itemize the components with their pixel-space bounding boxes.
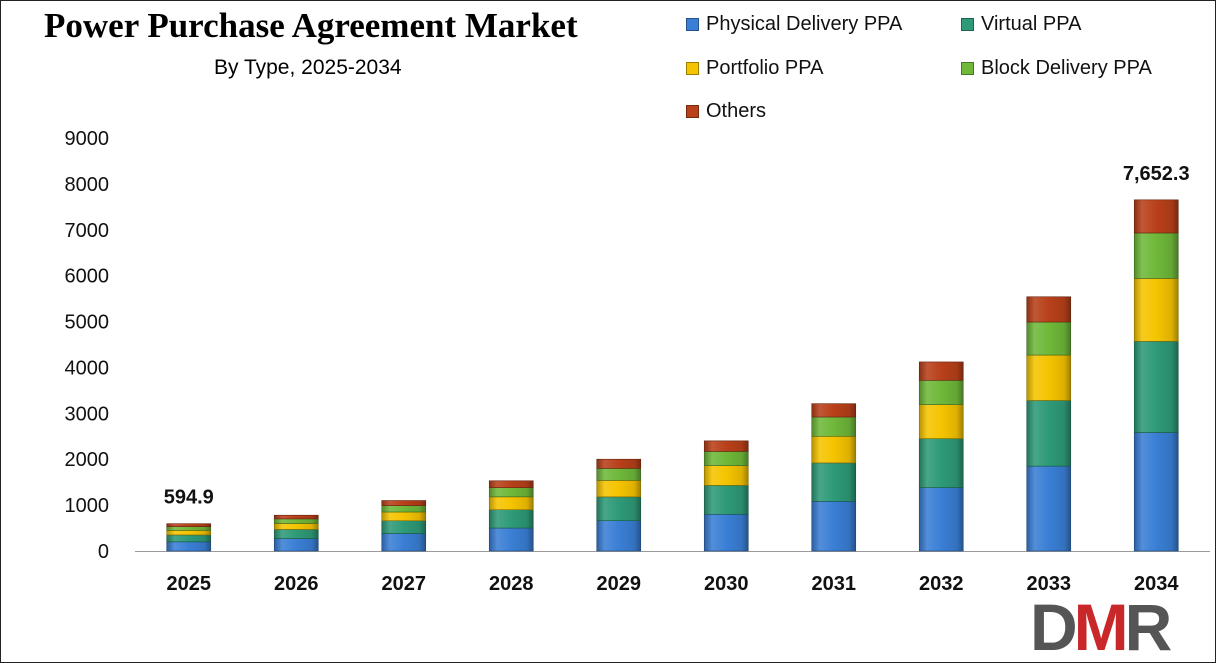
data-label-2025: 594.9 <box>164 487 214 509</box>
bar-segment-portfolio-ppa-2032 <box>918 404 964 439</box>
legend-label-virtual-ppa: Virtual PPA <box>981 13 1082 35</box>
legend-swatch-physical-delivery-ppa <box>686 18 699 31</box>
dmr-logo: DMR <box>1030 594 1176 656</box>
y-tick-label: 0 <box>98 541 109 563</box>
bar-segment-block-delivery-ppa-2034 <box>1133 232 1179 279</box>
bar-segment-portfolio-ppa-2025 <box>166 530 212 536</box>
bar-segment-others-2033 <box>1026 296 1072 323</box>
legend-label-block-delivery-ppa: Block Delivery PPA <box>981 57 1152 79</box>
bar-segment-others-2027 <box>381 500 427 506</box>
x-tick-label-2027: 2027 <box>382 573 427 595</box>
bar-segment-physical-delivery-ppa-2028 <box>488 527 534 552</box>
y-tick-label: 2000 <box>65 449 110 471</box>
bar-segment-others-2032 <box>918 361 964 381</box>
chart-subtitle: By Type, 2025-2034 <box>214 56 402 79</box>
dmr-logo-text: DMR <box>1030 594 1172 656</box>
y-tick-label: 9000 <box>65 128 110 150</box>
bar-segment-physical-delivery-ppa-2026 <box>273 538 319 552</box>
bar-segment-virtual-ppa-2027 <box>381 520 427 534</box>
bar-segment-others-2029 <box>596 458 642 469</box>
bar-segment-block-delivery-ppa-2026 <box>273 518 319 524</box>
bar-segment-virtual-ppa-2026 <box>273 529 319 539</box>
bar-segment-virtual-ppa-2025 <box>166 534 212 543</box>
bar-segment-portfolio-ppa-2033 <box>1026 354 1072 401</box>
bar-segment-virtual-ppa-2029 <box>596 496 642 522</box>
legend-label-physical-delivery-ppa: Physical Delivery PPA <box>706 13 903 35</box>
bar-segment-block-delivery-ppa-2027 <box>381 505 427 513</box>
bar-segment-physical-delivery-ppa-2032 <box>918 487 964 552</box>
bar-segment-others-2031 <box>811 403 857 418</box>
legend-swatch-portfolio-ppa <box>686 62 699 75</box>
bar-segment-virtual-ppa-2034 <box>1133 340 1179 433</box>
bar-segment-physical-delivery-ppa-2027 <box>381 533 427 552</box>
legend-swatch-virtual-ppa <box>961 18 974 31</box>
bar-segment-block-delivery-ppa-2028 <box>488 487 534 498</box>
chart-title: Power Purchase Agreement Market <box>44 6 578 45</box>
x-tick-label-2025: 2025 <box>167 573 212 595</box>
x-tick-label-2033: 2033 <box>1027 573 1072 595</box>
bar-segment-physical-delivery-ppa-2034 <box>1133 432 1179 552</box>
y-tick-label: 6000 <box>65 266 110 288</box>
legend-swatch-block-delivery-ppa <box>961 62 974 75</box>
data-label-2034: 7,652.3 <box>1123 163 1190 185</box>
x-tick-label-2031: 2031 <box>812 573 857 595</box>
bar-segment-physical-delivery-ppa-2029 <box>596 520 642 552</box>
bar-segment-block-delivery-ppa-2025 <box>166 526 212 531</box>
bar-segment-block-delivery-ppa-2030 <box>703 451 749 466</box>
bar-segment-others-2026 <box>273 514 319 520</box>
bar-segment-portfolio-ppa-2029 <box>596 480 642 498</box>
bar-segment-others-2028 <box>488 480 534 488</box>
bar-segment-virtual-ppa-2032 <box>918 438 964 488</box>
bar-segment-block-delivery-ppa-2033 <box>1026 321 1072 356</box>
legend-item-portfolio-ppa: Portfolio PPA <box>686 57 823 80</box>
bar-segment-virtual-ppa-2028 <box>488 509 534 529</box>
bar-segment-physical-delivery-ppa-2025 <box>166 541 212 552</box>
legend-item-block-delivery-ppa: Block Delivery PPA <box>961 57 1152 80</box>
y-tick-label: 7000 <box>65 220 110 242</box>
legend-item-virtual-ppa: Virtual PPA <box>961 13 1081 36</box>
bar-segment-physical-delivery-ppa-2033 <box>1026 465 1072 552</box>
legend-item-others: Others <box>686 100 766 123</box>
x-tick-label-2030: 2030 <box>704 573 749 595</box>
x-tick-label-2026: 2026 <box>274 573 319 595</box>
bar-segment-virtual-ppa-2030 <box>703 485 749 515</box>
bar-segment-portfolio-ppa-2034 <box>1133 278 1179 342</box>
bar-segment-block-delivery-ppa-2029 <box>596 468 642 481</box>
bar-segment-portfolio-ppa-2026 <box>273 523 319 530</box>
x-tick-label-2032: 2032 <box>919 573 964 595</box>
bar-segment-physical-delivery-ppa-2030 <box>703 513 749 552</box>
bar-segment-physical-delivery-ppa-2031 <box>811 501 857 552</box>
legend-swatch-others <box>686 105 699 118</box>
bar-segment-portfolio-ppa-2027 <box>381 511 427 522</box>
bar-segment-portfolio-ppa-2028 <box>488 496 534 510</box>
x-tick-label-2034: 2034 <box>1134 573 1179 595</box>
y-tick-label: 1000 <box>65 495 110 517</box>
y-tick-label: 5000 <box>65 312 110 334</box>
legend-label-others: Others <box>706 100 767 122</box>
legend-label-portfolio-ppa: Portfolio PPA <box>706 57 824 79</box>
bar-segment-block-delivery-ppa-2032 <box>918 379 964 405</box>
bar-segment-virtual-ppa-2031 <box>811 462 857 502</box>
y-tick-label: 3000 <box>65 403 110 425</box>
bar-segment-block-delivery-ppa-2031 <box>811 416 857 437</box>
y-tick-label: 4000 <box>65 357 110 379</box>
bar-segment-others-2025 <box>166 523 212 527</box>
x-tick-label-2029: 2029 <box>597 573 642 595</box>
bar-segment-others-2030 <box>703 440 749 452</box>
bar-segment-portfolio-ppa-2030 <box>703 465 749 486</box>
bar-segment-others-2034 <box>1133 199 1179 234</box>
x-tick-label-2028: 2028 <box>489 573 534 595</box>
legend-item-physical-delivery-ppa: Physical Delivery PPA <box>686 13 902 36</box>
y-tick-label: 8000 <box>65 174 110 196</box>
bar-segment-portfolio-ppa-2031 <box>811 435 857 464</box>
bar-segment-virtual-ppa-2033 <box>1026 400 1072 467</box>
